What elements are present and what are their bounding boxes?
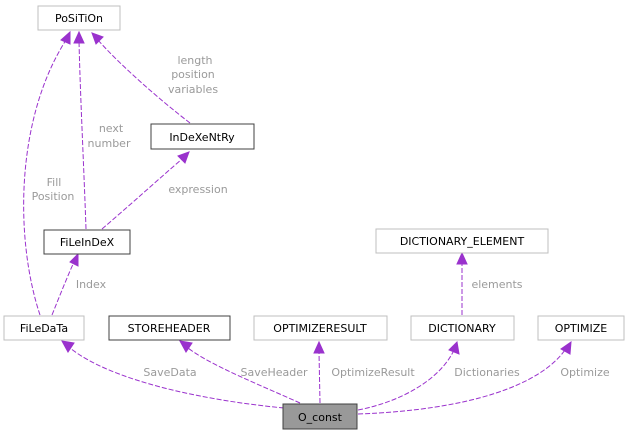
- edge-indexentry-position: [91, 32, 191, 124]
- node-indexentry-label: InDeXeNtRy: [169, 131, 235, 144]
- node-optimize-label: OPTIMIZE: [555, 322, 608, 335]
- node-optimize[interactable]: OPTIMIZE: [537, 315, 625, 341]
- edge-label-optimizeresult: OptimizeResult: [331, 366, 415, 379]
- edge-label-savedata: SaveData: [143, 366, 196, 379]
- node-fileindex[interactable]: FiLeInDeX: [43, 229, 131, 255]
- node-position-label: PoSiTiOn: [55, 12, 103, 25]
- node-storeheader-label: STOREHEADER: [128, 322, 211, 335]
- edge-label-next: next: [99, 122, 124, 135]
- edge-label-index: Index: [76, 278, 107, 291]
- edge-label-optimize: Optimize: [560, 366, 610, 379]
- edge-label-saveheader: SaveHeader: [240, 366, 308, 379]
- node-optimizeresult-label: OPTIMIZERESULT: [273, 322, 367, 335]
- edge-o-const-filedata: [61, 340, 285, 409]
- node-o-const[interactable]: O_const: [282, 403, 358, 430]
- node-filedata[interactable]: FiLeDaTa: [3, 315, 85, 341]
- edge-fileindex-position: [73, 30, 87, 230]
- node-filedata-label: FiLeDaTa: [20, 322, 68, 335]
- node-position[interactable]: PoSiTiOn: [37, 5, 121, 31]
- edge-o-const-dictionary: [357, 340, 460, 411]
- node-dictionary[interactable]: DICTIONARY: [410, 315, 515, 341]
- edge-label-variables: variables: [168, 83, 218, 96]
- edge-label-position: position: [171, 68, 215, 81]
- edge-label-fill: Fill: [47, 176, 62, 189]
- node-dictionary-label: DICTIONARY: [428, 322, 496, 335]
- edge-label-position-2: Position: [32, 190, 75, 203]
- edge-label-length: length: [177, 54, 212, 67]
- edge-filedata-fileindex: [51, 252, 79, 316]
- edge-label-expression: expression: [168, 183, 227, 196]
- edge-label-elements: elements: [471, 278, 522, 291]
- edge-o-const-optimizeresult: [313, 340, 325, 404]
- edge-filedata-position: [23, 30, 71, 316]
- node-fileindex-label: FiLeInDeX: [60, 236, 115, 249]
- edge-o-const-optimize: [357, 340, 572, 415]
- node-o-const-label: O_const: [298, 411, 343, 424]
- node-storeheader[interactable]: STOREHEADER: [108, 315, 231, 341]
- node-dictionary-element-label: DICTIONARY_ELEMENT: [400, 235, 525, 248]
- edge-o-const-storeheader: [179, 340, 301, 404]
- edge-label-dictionaries: Dictionaries: [454, 366, 520, 379]
- node-dictionary-element[interactable]: DICTIONARY_ELEMENT: [375, 228, 549, 254]
- edge-fileindex-indexentry: [101, 151, 190, 230]
- node-optimizeresult[interactable]: OPTIMIZERESULT: [253, 315, 388, 341]
- node-indexentry[interactable]: InDeXeNtRy: [150, 123, 255, 150]
- edge-label-number: number: [88, 137, 131, 150]
- edge-dictionary-element: [456, 251, 468, 315]
